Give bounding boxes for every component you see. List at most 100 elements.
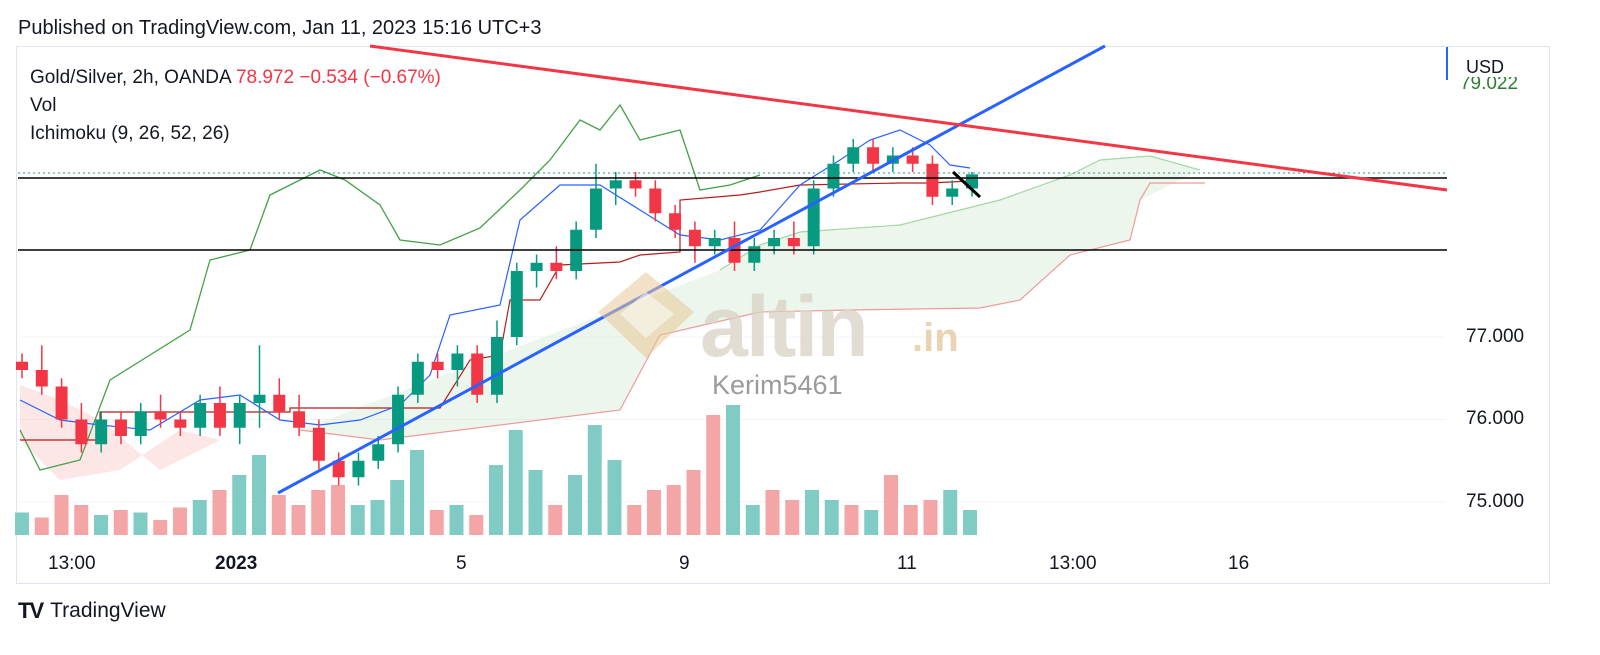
legend-symbol-row[interactable]: Gold/Silver, 2h, OANDA 78.972 −0.534 (−0… bbox=[30, 64, 441, 92]
volume-bar bbox=[765, 490, 780, 535]
volume-bar bbox=[489, 465, 503, 535]
time-label-5: 5 bbox=[456, 553, 467, 574]
volume-bar bbox=[74, 505, 89, 535]
candle-body bbox=[609, 180, 622, 189]
volume-bar bbox=[548, 505, 563, 535]
candle-body bbox=[787, 238, 800, 247]
candle-body bbox=[134, 411, 147, 436]
candle-body bbox=[372, 444, 385, 461]
published-caption: Published on TradingView.com, Jan 11, 20… bbox=[18, 17, 542, 39]
price-tag-tenkan: 78.972 bbox=[1459, 161, 1519, 182]
volume-bar bbox=[15, 512, 29, 535]
volume-bar bbox=[173, 507, 187, 535]
annotation-arrow bbox=[951, 170, 982, 199]
uptrend-line bbox=[277, 44, 1106, 495]
volume-bar bbox=[844, 505, 859, 535]
candle-body bbox=[213, 403, 226, 428]
candle-body bbox=[35, 370, 48, 387]
volume-bar bbox=[429, 510, 444, 535]
volume-bar bbox=[133, 512, 148, 535]
diamond-logo-icon bbox=[598, 272, 694, 358]
tradingview-logo-icon[interactable]: TV bbox=[18, 598, 44, 623]
time-label-16: 16 bbox=[1228, 553, 1250, 574]
candle-body bbox=[451, 353, 464, 370]
volume-bar bbox=[647, 490, 661, 535]
time-label-1300: 13:00 bbox=[48, 553, 96, 574]
candle-body bbox=[867, 147, 880, 164]
volume-bar bbox=[390, 480, 405, 535]
volume-bar bbox=[726, 405, 740, 535]
time-label-9: 9 bbox=[679, 553, 690, 574]
volume-bar bbox=[627, 505, 642, 535]
price-tick-77: 77.000 bbox=[1466, 326, 1525, 347]
candle-body bbox=[233, 403, 246, 428]
volume-bar bbox=[153, 520, 168, 535]
candle-body bbox=[807, 188, 820, 247]
candle-body bbox=[431, 361, 444, 370]
price-tick-76: 76.000 bbox=[1466, 408, 1525, 429]
candle-body bbox=[946, 188, 959, 197]
time-label-11: 11 bbox=[897, 553, 917, 574]
legend-ichimoku[interactable]: Ichimoku (9, 26, 52, 26) bbox=[30, 123, 230, 144]
volume-bar bbox=[271, 495, 286, 535]
volume-bar bbox=[34, 517, 49, 535]
ichimoku-cloud-bearish bbox=[20, 385, 220, 480]
price-tick-75: 75.000 bbox=[1466, 491, 1525, 512]
legend-change: −0.534 (−0.67%) bbox=[299, 67, 441, 88]
volume-bar bbox=[943, 490, 958, 535]
candle-body bbox=[253, 394, 266, 403]
candle-body bbox=[748, 246, 761, 263]
candle-body bbox=[688, 229, 701, 247]
legend-symbol: Gold/Silver, 2h, OANDA bbox=[30, 67, 231, 88]
volume-bar bbox=[311, 490, 326, 535]
time-label-1300-b: 13:00 bbox=[1049, 553, 1097, 574]
volume-bar bbox=[706, 415, 721, 535]
candle-body bbox=[75, 419, 88, 445]
footer-brand[interactable]: TradingView bbox=[50, 599, 166, 622]
volume-bar bbox=[192, 500, 207, 535]
price-tag-last: 78.972 bbox=[1459, 133, 1519, 154]
tenkan-sen-line bbox=[19, 129, 971, 431]
volume-bar bbox=[232, 475, 247, 535]
candle-body bbox=[510, 271, 523, 337]
volume-bar bbox=[745, 505, 760, 535]
volume-bar bbox=[410, 450, 424, 535]
candle-body bbox=[154, 411, 167, 420]
candle-body bbox=[550, 262, 563, 271]
candle-body bbox=[708, 238, 721, 247]
candle-body bbox=[55, 386, 68, 420]
candle-body bbox=[332, 460, 345, 478]
volume-bar bbox=[824, 500, 839, 535]
volume-bar bbox=[963, 510, 977, 535]
volume-bar bbox=[252, 455, 266, 535]
volume-bar bbox=[587, 425, 602, 535]
price-tag-line-upper: 78.894 bbox=[1459, 189, 1519, 210]
senkou-span-b-line bbox=[299, 182, 1205, 441]
currency-label[interactable]: USD bbox=[1466, 57, 1505, 77]
price-tag-senkou-b: 78.825 bbox=[1459, 218, 1519, 239]
candle-body bbox=[589, 188, 602, 230]
volume-bar bbox=[528, 470, 543, 535]
volume-bar bbox=[291, 505, 306, 535]
candle-body bbox=[411, 361, 424, 395]
volume-bar bbox=[370, 500, 385, 535]
watermark-brand: altin bbox=[700, 279, 869, 375]
volume-bar bbox=[54, 495, 69, 535]
candle-body bbox=[392, 394, 405, 445]
ichimoku-cloud-bullish bbox=[300, 156, 1200, 440]
candle-body bbox=[649, 188, 662, 214]
volume-bar bbox=[923, 500, 938, 535]
volume-bar bbox=[350, 505, 365, 535]
candle-body bbox=[194, 403, 207, 428]
candle-body bbox=[669, 213, 682, 230]
kijun-sen-line bbox=[20, 180, 971, 441]
candle-body bbox=[491, 337, 503, 395]
legend-vol[interactable]: Vol bbox=[30, 95, 57, 116]
price-tag-line-lower: 78.034 bbox=[1459, 247, 1519, 268]
footer: TV TradingView bbox=[18, 598, 166, 624]
legend-last-price: 78.972 bbox=[235, 67, 295, 88]
volume-bar bbox=[331, 485, 345, 535]
volume-bar bbox=[113, 510, 128, 535]
candle-body bbox=[530, 262, 543, 271]
